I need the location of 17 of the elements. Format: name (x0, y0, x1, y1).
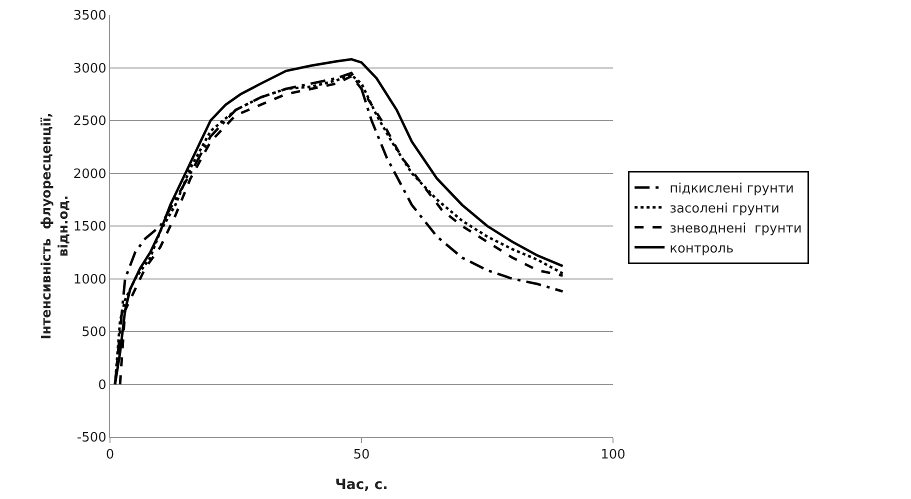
y-tick-label: 2500 (73, 114, 106, 130)
legend-label: зневоднені грунти (670, 221, 802, 236)
x-tick-label: 50 (353, 448, 370, 463)
legend-label: контроль (670, 241, 734, 256)
y-tick-label: 1000 (73, 272, 106, 288)
legend-label: засолені грунти (670, 201, 780, 216)
y-tick-label: 3500 (73, 8, 106, 24)
y-tick-label: 1500 (73, 220, 106, 235)
legend-label: підкислені грунти (670, 182, 794, 197)
x-axis-title: Час, с. (335, 477, 388, 493)
y-tick-label: 2000 (73, 166, 106, 182)
y-axis-title: Інтенсивність флуоресценції, відн.од. (39, 112, 72, 340)
y-tick-label: 0 (98, 378, 106, 393)
y-tick-label: 500 (82, 325, 106, 340)
y-tick-label: -500 (76, 430, 106, 446)
x-tick-label: 100 (600, 448, 626, 463)
y-tick-label: 3000 (73, 61, 106, 76)
